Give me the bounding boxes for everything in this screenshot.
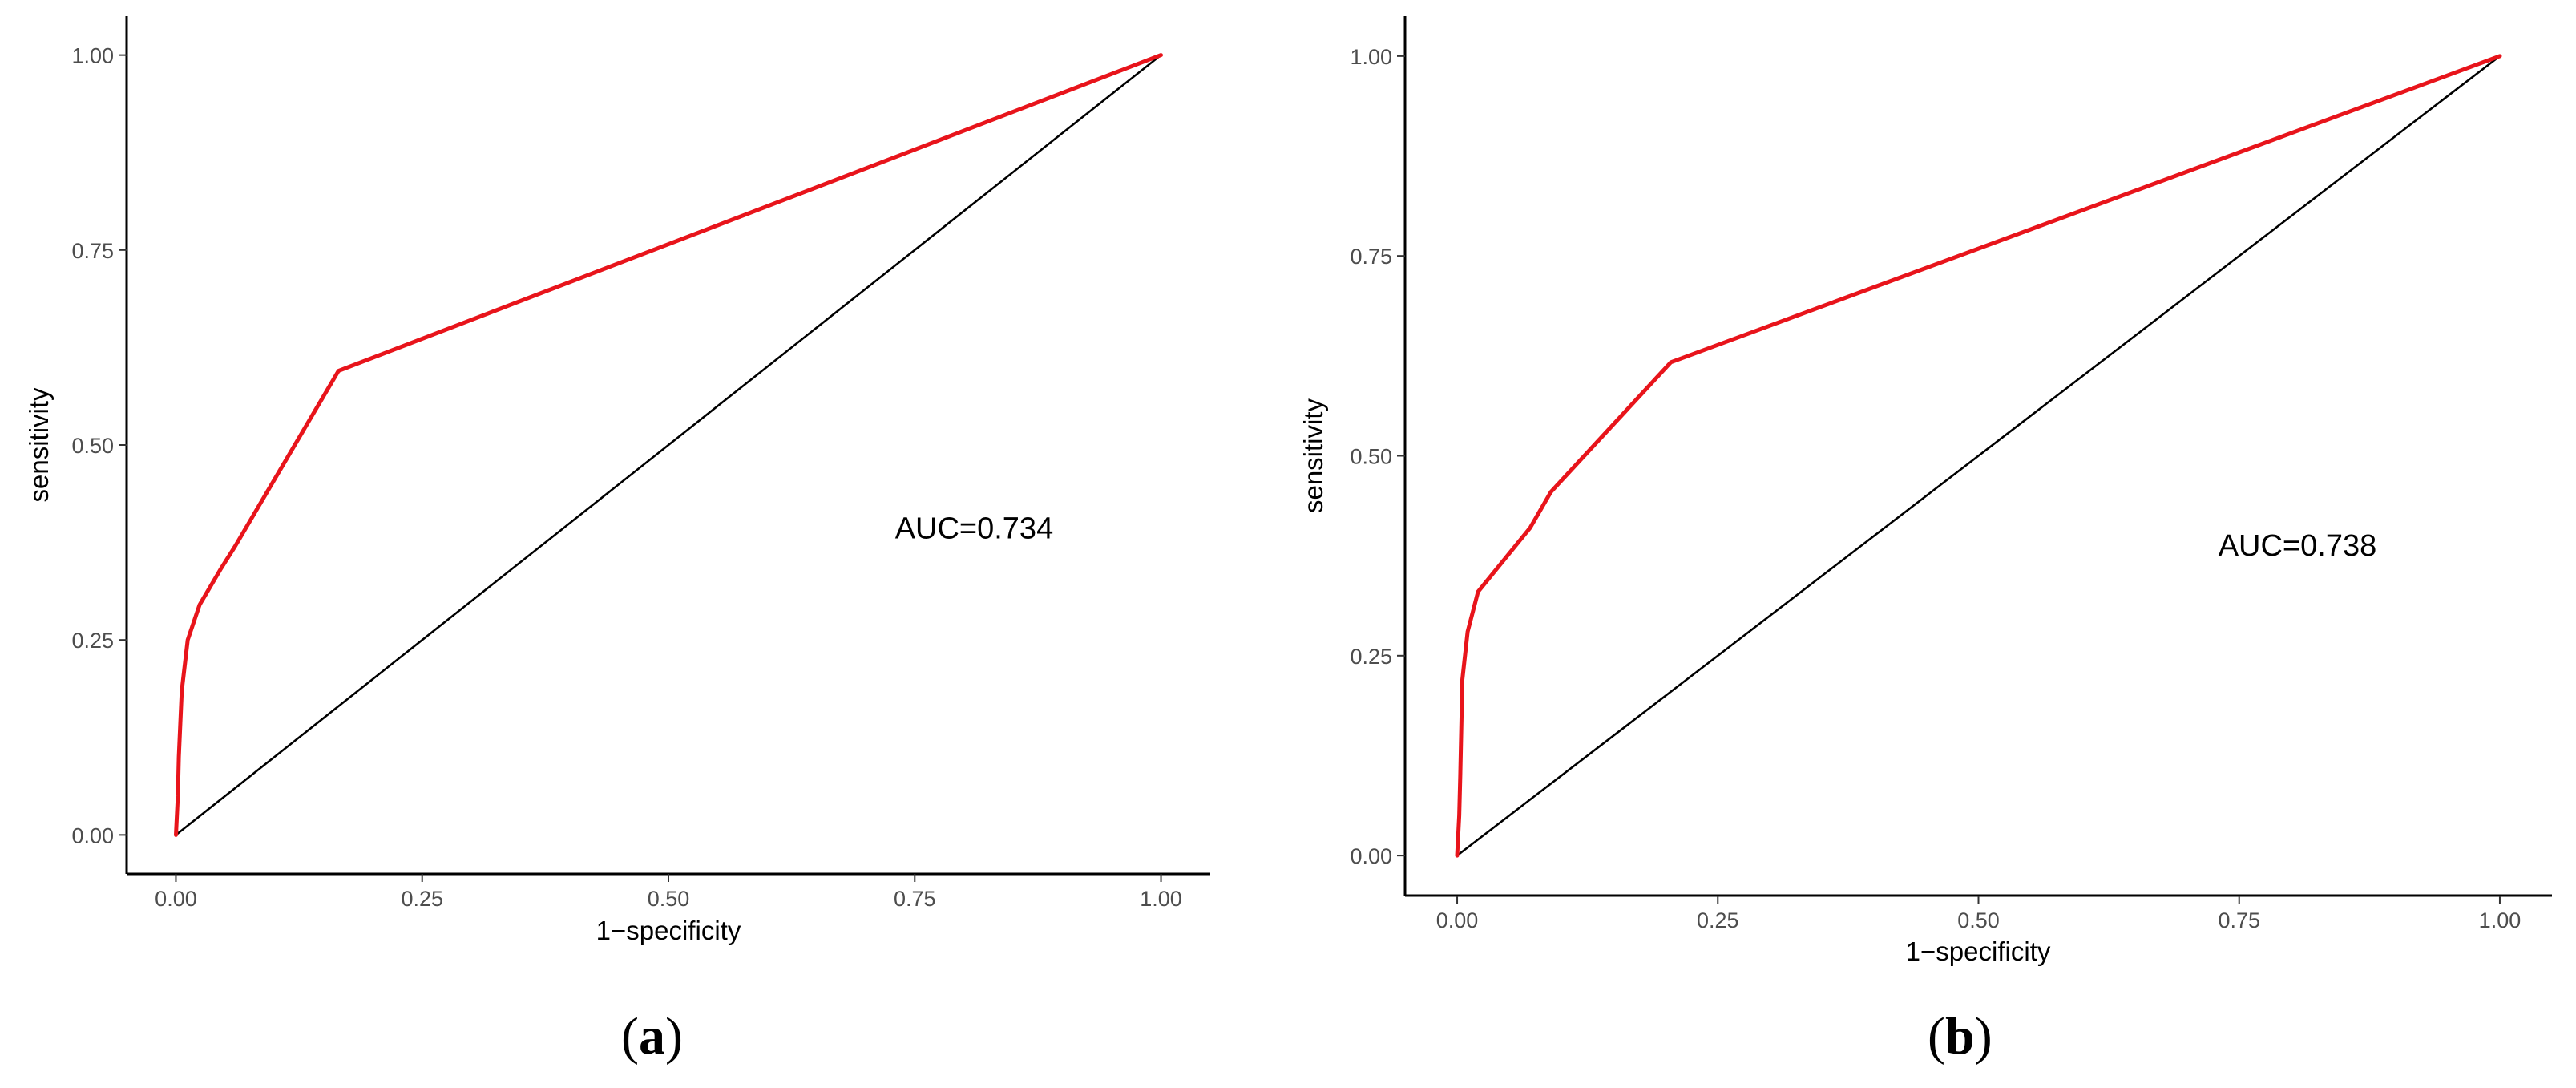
x-tick-label: 0.75 [894,887,936,911]
y-tick-label: 0.25 [71,629,114,653]
x-tick-label: 0.50 [1957,908,2000,932]
x-tick-label: 0.75 [2218,908,2260,932]
y-tick-label: 0.50 [71,434,114,458]
x-tick-label: 1.00 [1140,887,1182,911]
panel-label: (b) [1928,1007,1993,1066]
x-tick-label: 1.00 [2479,908,2521,932]
auc-annotation: AUC=0.738 [2219,529,2377,563]
x-tick-label: 0.00 [155,887,197,911]
panel-letter: b [1945,1007,1975,1066]
y-tick-label: 0.50 [1350,445,1392,469]
x-tick-label: 0.25 [401,887,443,911]
reference-diagonal-line [1456,55,2501,857]
roc-curve-line [174,53,1163,837]
y-tick-label: 0.75 [71,239,114,263]
panel-letter: a [639,1007,665,1066]
auc-annotation: AUC=0.734 [895,512,1054,546]
reference-diagonal-line [175,54,1162,836]
x-axis-title: 1−specificity [1906,936,2051,966]
x-axis-title: 1−specificity [596,916,741,945]
x-tick-label: 0.25 [1697,908,1739,932]
x-tick-label: 0.00 [1436,908,1479,932]
y-axis-title: sensitivity [24,387,54,503]
y-tick-label: 1.00 [1350,45,1392,69]
x-tick-label: 0.50 [648,887,690,911]
y-tick-label: 0.75 [1350,245,1392,269]
y-axis-title: sensitivity [1298,398,1328,513]
y-tick-label: 0.00 [71,823,114,847]
y-tick-label: 1.00 [71,44,114,68]
roc-curve-line [1455,54,2502,858]
panel-label: (a) [621,1007,683,1066]
chart-panel-b: 0.00 0.25 0.50 0.75 1.00 0.00 0.25 0.50 0.75 1.00… [1298,16,2552,1066]
y-tick-label: 0.00 [1350,844,1392,868]
y-tick-label: 0.25 [1350,645,1392,669]
chart-panel-a: 0.00 0.25 0.50 0.75 1.00 0.00 0.25 0.50 0.75 1.00… [24,16,1210,1066]
